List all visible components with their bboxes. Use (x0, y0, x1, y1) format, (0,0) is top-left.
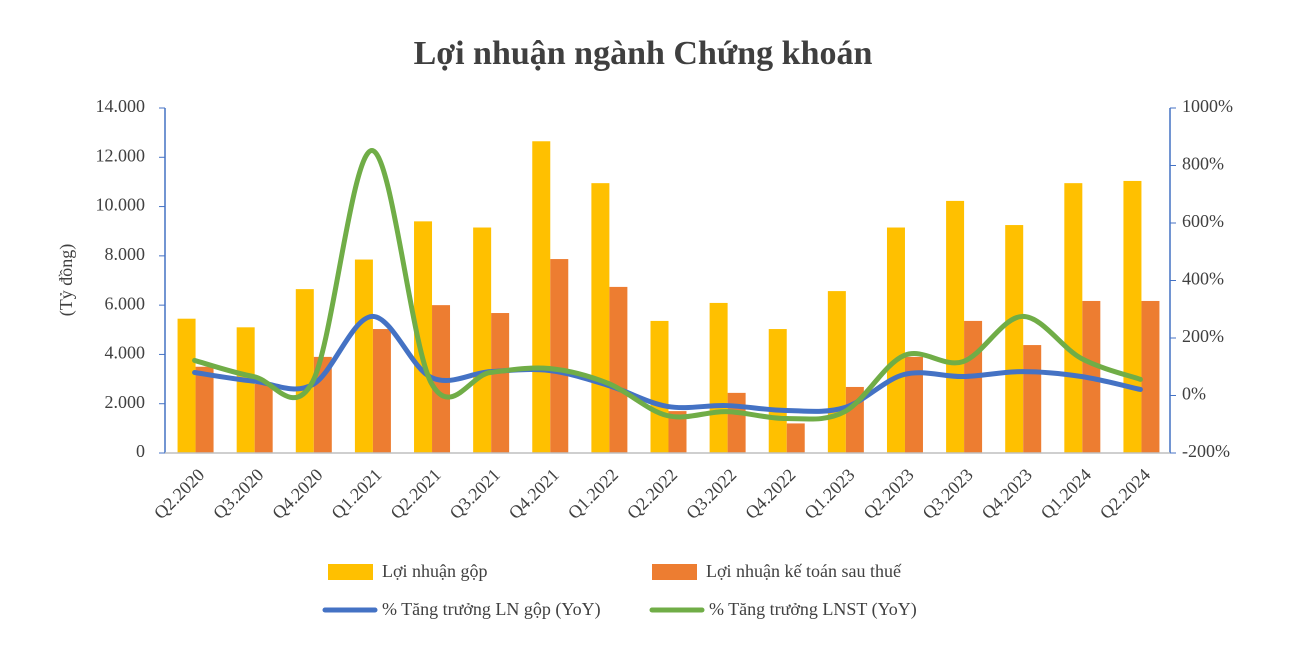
bar (354, 259, 373, 453)
x-tick-label: Q3.2020 (209, 465, 267, 523)
bar (372, 329, 391, 453)
bar (946, 200, 965, 453)
x-tick-label: Q1.2023 (800, 465, 858, 523)
line (192, 313, 1143, 414)
legend-label: % Tăng trưởng LN gộp (YoY) (382, 599, 601, 620)
bar (668, 411, 687, 453)
bar (786, 423, 805, 453)
x-tick-label: Q2.2023 (859, 465, 917, 523)
bar (195, 366, 214, 453)
x-tick-label: Q2.2024 (1096, 465, 1154, 523)
bar (768, 329, 787, 453)
y-tick-label: 14.000 (96, 96, 146, 116)
bar (964, 320, 983, 453)
x-tick-label: Q4.2022 (741, 465, 799, 523)
bar (295, 289, 314, 453)
bar (550, 259, 569, 453)
x-tick-label: Q2.2022 (623, 465, 681, 523)
y-tick-label: 12.000 (96, 145, 146, 165)
y-tick-label: 10.000 (96, 195, 146, 215)
y-tick-label: 4.000 (105, 343, 146, 363)
legend-label: Lợi nhuận kế toán sau thuế (706, 561, 902, 581)
bar (414, 221, 433, 453)
bar (532, 141, 551, 453)
bar (904, 356, 923, 453)
y2-tick-label: 600% (1182, 211, 1224, 231)
bar (236, 327, 255, 453)
bar (609, 286, 628, 453)
x-tick-label: Q2.2021 (386, 465, 444, 523)
x-tick-label: Q4.2023 (978, 465, 1036, 523)
y2-tick-label: 0% (1182, 384, 1206, 404)
y2-tick-label: 800% (1182, 154, 1224, 174)
bar (591, 183, 610, 454)
bar (827, 291, 846, 453)
bar (650, 320, 669, 453)
y-tick-label: 2.000 (105, 392, 146, 412)
y2-tick-label: 400% (1182, 269, 1224, 289)
bar (1064, 183, 1083, 454)
y2-tick-label: -200% (1182, 441, 1230, 461)
legend-label: Lợi nhuận gộp (382, 561, 488, 581)
legend-label: % Tăng trưởng LNST (YoY) (709, 599, 917, 620)
bar (177, 318, 196, 453)
legend-swatch (328, 564, 373, 580)
x-tick-label: Q4.2021 (505, 465, 563, 523)
bar (1005, 225, 1024, 453)
bar (886, 227, 905, 453)
x-tick-label: Q1.2024 (1037, 465, 1095, 523)
bar (254, 384, 273, 453)
line (192, 148, 1143, 422)
chart-title: Lợi nhuận ngành Chứng khoán (414, 35, 873, 72)
legend-swatch (652, 564, 697, 580)
x-tick-label: Q2.2020 (150, 465, 208, 523)
bar (1123, 180, 1142, 453)
y-tick-label: 8.000 (105, 244, 146, 264)
x-tick-label: Q4.2020 (268, 465, 326, 523)
y-tick-label: 6.000 (105, 293, 146, 313)
bar (1023, 345, 1042, 453)
bar (491, 313, 510, 453)
y2-tick-label: 1000% (1182, 96, 1233, 116)
y-tick-label: 0 (136, 441, 145, 461)
y2-tick-label: 200% (1182, 326, 1224, 346)
x-tick-label: Q3.2023 (918, 465, 976, 523)
bar (1141, 300, 1160, 453)
x-tick-label: Q3.2022 (682, 465, 740, 523)
bar (473, 227, 492, 453)
y-axis-label: (Tỷ đồng) (56, 244, 77, 316)
bar (709, 302, 728, 453)
x-tick-label: Q1.2022 (564, 465, 622, 523)
x-tick-label: Q1.2021 (327, 465, 385, 523)
bar (727, 392, 746, 453)
x-tick-label: Q3.2021 (446, 465, 504, 523)
